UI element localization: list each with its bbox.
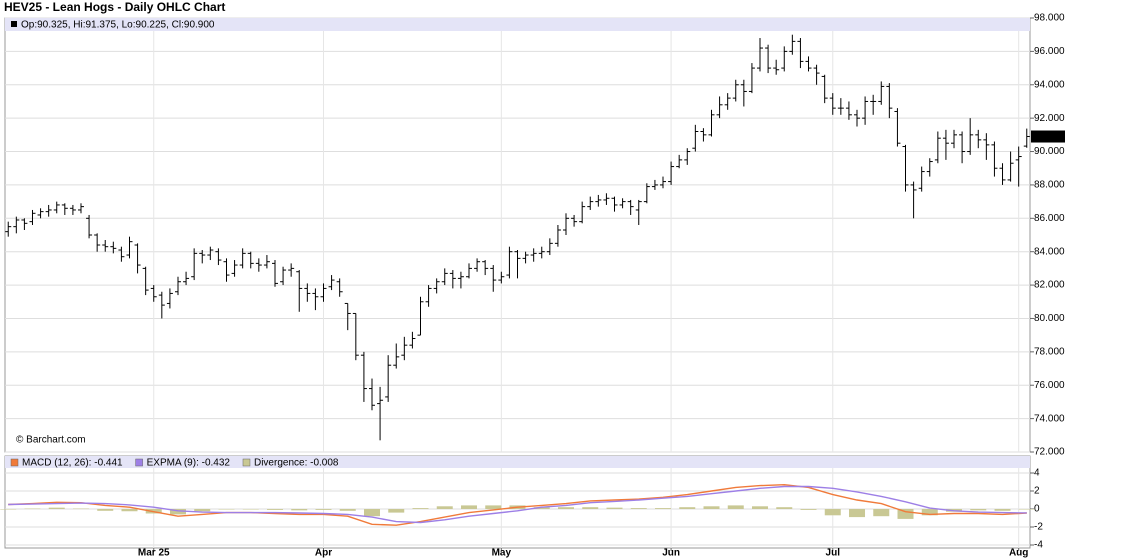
legend-text: Divergence: -0.008 — [254, 458, 339, 469]
divergence-bar — [436, 506, 453, 509]
legend-text: EXPMA (9): -0.432 — [147, 458, 231, 469]
indicator-line — [8, 485, 1027, 524]
legend-band — [5, 456, 1030, 468]
divergence-bar — [727, 505, 744, 509]
y-tick-label: 78.000 — [1034, 346, 1065, 357]
divergence-bar — [630, 508, 647, 509]
divergence-bar — [121, 509, 138, 512]
divergence-bar — [558, 507, 575, 509]
x-tick-label: Aug — [1009, 548, 1028, 559]
divergence-bar — [970, 509, 987, 511]
legend-text: MACD (12, 26): -0.441 — [22, 458, 123, 469]
legend-text: Op:90.325, Hi:91.375, Lo:90.225, Cl:90.9… — [21, 20, 215, 31]
divergence-bar — [72, 508, 89, 510]
divergence-bar — [849, 509, 866, 518]
divergence-bar — [921, 509, 938, 516]
divergence-bar — [242, 509, 259, 510]
divergence-bar — [266, 509, 283, 510]
divergence-bar — [655, 508, 672, 509]
y-tick-label: 0 — [1034, 504, 1040, 515]
divergence-bar — [291, 509, 308, 511]
x-tick-label: Jun — [662, 548, 680, 559]
divergence-bar — [776, 507, 793, 509]
y-tick-label: 72.000 — [1034, 447, 1065, 458]
x-tick-label: Apr — [315, 548, 332, 559]
divergence-bar — [97, 509, 114, 511]
divergence-bar — [1018, 509, 1035, 510]
divergence-bar — [994, 509, 1011, 511]
price-tag: 90.900 — [1033, 132, 1064, 143]
divergence-bar — [0, 509, 17, 510]
y-tick-label: -4 — [1034, 540, 1043, 551]
panel — [4, 17, 1031, 453]
y-tick-label: 92.000 — [1034, 113, 1065, 124]
y-tick-label: 96.000 — [1034, 46, 1065, 57]
legend-swatch — [242, 458, 251, 467]
y-tick-label: 82.000 — [1034, 280, 1065, 291]
divergence-bar — [48, 507, 65, 509]
x-tick-label: May — [492, 548, 512, 559]
divergence-bar — [606, 507, 623, 509]
divergence-bar — [194, 509, 211, 512]
price-tag-bg — [1031, 130, 1065, 143]
divergence-bar — [388, 509, 405, 513]
y-tick-label: 94.000 — [1034, 79, 1065, 90]
y-tick-label: 2 — [1034, 486, 1040, 497]
y-tick-label: 88.000 — [1034, 180, 1065, 191]
divergence-bar — [533, 507, 550, 509]
ohlc-bars — [5, 34, 1030, 441]
divergence-bar — [897, 509, 914, 519]
divergence-bar — [460, 505, 477, 509]
divergence-bar — [24, 508, 41, 510]
divergence-bar — [412, 508, 429, 509]
legend-swatch — [135, 458, 143, 467]
legend-band — [5, 18, 1030, 31]
y-tick-label: 86.000 — [1034, 213, 1065, 224]
divergence-bar — [315, 509, 332, 510]
chart-title: HEV25 - Lean Hogs - Daily OHLC Chart — [4, 0, 225, 14]
divergence-bar — [752, 506, 769, 509]
divergence-bar — [169, 509, 186, 515]
y-tick-label: 98.000 — [1034, 13, 1065, 24]
x-tick-label: Mar 25 — [138, 548, 170, 559]
divergence-bar — [873, 509, 890, 517]
divergence-bar — [679, 507, 696, 509]
divergence-bar — [363, 509, 380, 517]
divergence-bar — [800, 509, 817, 510]
divergence-bar — [824, 509, 841, 516]
y-tick-label: 84.000 — [1034, 246, 1065, 257]
divergence-bar — [339, 509, 356, 511]
y-tick-label: 76.000 — [1034, 380, 1065, 391]
y-tick-label: -2 — [1034, 522, 1043, 533]
legend-swatch — [11, 21, 17, 27]
divergence-bar — [582, 507, 599, 509]
y-tick-label: 80.000 — [1034, 313, 1065, 324]
divergence-bar — [218, 509, 235, 510]
y-tick-label: 4 — [1034, 468, 1040, 479]
panel — [4, 455, 1031, 549]
indicator-line — [8, 483, 1027, 526]
y-tick-label: 90.000 — [1034, 146, 1065, 157]
watermark: © Barchart.com — [16, 435, 86, 446]
y-tick-label: 74.000 — [1034, 413, 1065, 424]
legend-swatch — [10, 458, 19, 467]
x-tick-label: Jul — [826, 548, 841, 559]
divergence-bar — [703, 506, 720, 509]
divergence-bar — [485, 505, 502, 509]
